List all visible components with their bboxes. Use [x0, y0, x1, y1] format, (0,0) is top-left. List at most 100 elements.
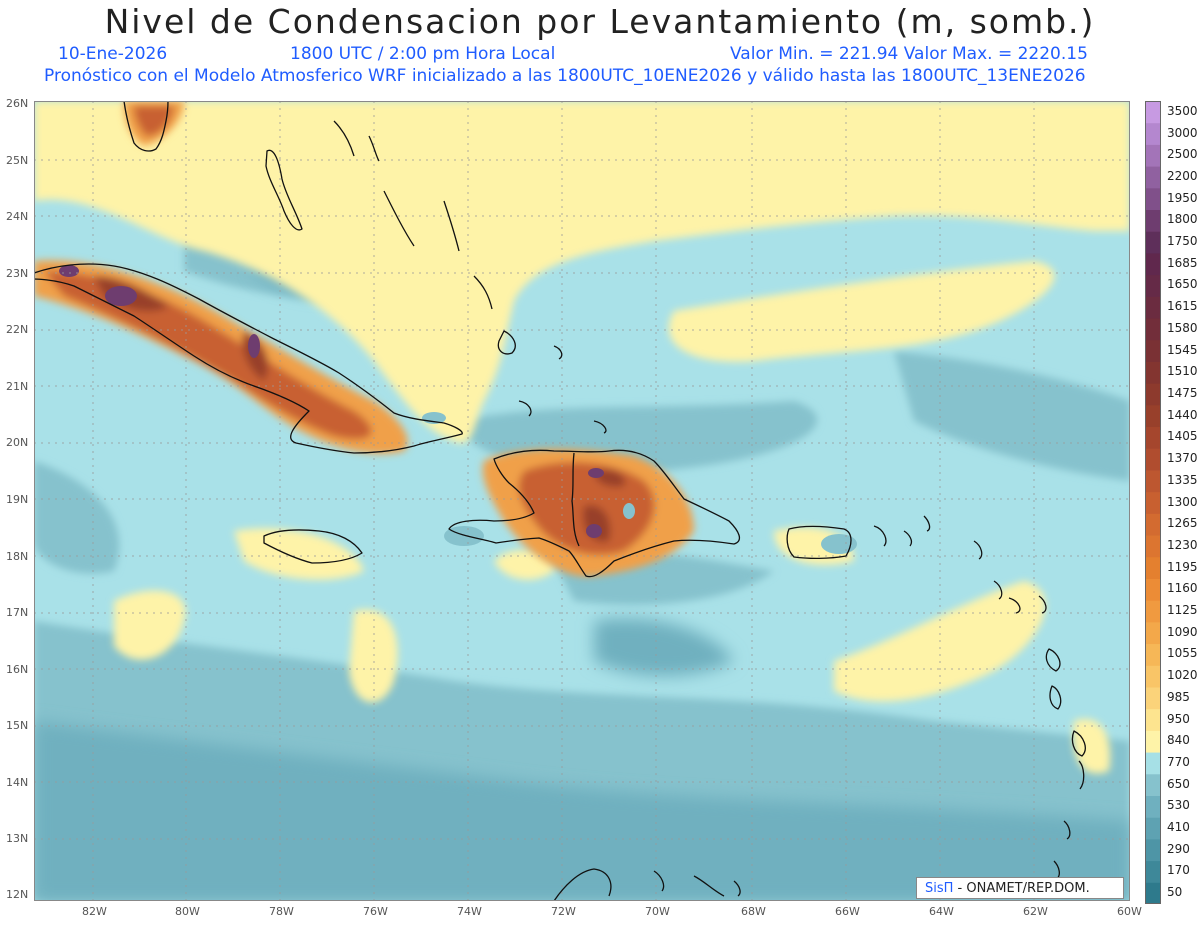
color-scale-swatch — [1145, 209, 1161, 232]
lat-label: 23N — [6, 267, 29, 280]
date-label: 10-Ene-2026 — [58, 44, 168, 64]
color-scale-label: 1055 — [1167, 646, 1198, 661]
lat-label: 20N — [6, 436, 29, 449]
lat-label: 15N — [6, 719, 29, 732]
color-scale-swatch — [1145, 144, 1161, 167]
color-scale-swatch — [1145, 665, 1161, 688]
color-scale-swatch — [1145, 860, 1161, 883]
lon-label: 80W — [175, 905, 200, 918]
high-lcl-regions — [34, 101, 694, 577]
color-scale-swatch — [1145, 122, 1161, 145]
bahamas-islands — [333, 120, 607, 434]
lat-label: 16N — [6, 663, 29, 676]
cuba-coast — [34, 263, 463, 454]
lon-label: 72W — [551, 905, 576, 918]
lat-label: 25N — [6, 154, 29, 167]
color-scale-swatch — [1145, 296, 1161, 319]
coastlines — [34, 101, 1086, 901]
color-scale-label: 170 — [1167, 863, 1190, 878]
credit-text: - ONAMET/REP.DOM. — [953, 881, 1090, 896]
lon-label: 82W — [82, 905, 107, 918]
color-scale-swatch — [1145, 578, 1161, 601]
hispaniola-coast — [448, 449, 741, 578]
graticule — [34, 101, 1130, 901]
sis-logo-text: SisΠ — [925, 881, 954, 896]
color-scale-swatch — [1145, 708, 1161, 731]
lon-label: 62W — [1023, 905, 1048, 918]
lat-label: 22N — [6, 323, 29, 336]
light-interior-spots — [422, 412, 857, 554]
lat-label: 21N — [6, 380, 29, 393]
northern-lesser-antilles — [873, 515, 1047, 614]
color-scale-swatch — [1145, 535, 1161, 558]
color-scale-label: 50 — [1167, 885, 1183, 900]
color-scale-label: 290 — [1167, 841, 1190, 856]
peak-lcl-spots — [59, 265, 604, 538]
color-scale-label: 1125 — [1167, 603, 1198, 617]
color-scale-label: 950 — [1167, 711, 1190, 726]
color-scale-swatch — [1145, 838, 1161, 862]
color-scale-swatch — [1145, 318, 1161, 341]
lon-label: 60W — [1117, 905, 1142, 918]
color-scale-swatch — [1145, 101, 1161, 124]
lat-label: 14N — [6, 776, 29, 789]
lat-label: 26N — [6, 97, 29, 110]
color-scale-swatch — [1145, 752, 1161, 775]
color-scale-swatch — [1145, 383, 1161, 406]
color-scale-swatch — [1145, 795, 1161, 818]
lat-label: 18N — [6, 550, 29, 563]
color-scale-label: 1300 — [1167, 494, 1198, 509]
color-scale-swatch — [1145, 448, 1161, 471]
color-scale-swatch — [1145, 686, 1161, 710]
color-scale-label: 1230 — [1167, 537, 1198, 552]
color-scale-label: 1950 — [1167, 190, 1198, 205]
haiti-dr-border — [571, 452, 580, 547]
color-scale-swatch — [1145, 600, 1161, 623]
lon-label: 70W — [645, 905, 670, 918]
color-scale-label: 1090 — [1167, 624, 1198, 639]
color-scale-label: 1615 — [1167, 299, 1198, 314]
color-scale-label: 1545 — [1167, 342, 1198, 357]
color-scale-label: 1265 — [1167, 516, 1198, 531]
lon-label: 66W — [835, 905, 860, 918]
color-scale-swatch — [1145, 882, 1161, 904]
color-scale-label: 1405 — [1167, 429, 1198, 444]
color-scale-swatch — [1145, 404, 1161, 428]
color-scale-swatch — [1145, 339, 1161, 362]
color-scale-swatch — [1145, 817, 1161, 840]
color-scale-label: 770 — [1167, 754, 1190, 769]
color-scale-label: 840 — [1167, 733, 1190, 748]
color-scale-label: 1580 — [1167, 320, 1198, 335]
color-scale-label: 1475 — [1167, 385, 1198, 400]
puerto-rico-coast — [786, 525, 852, 560]
lon-label: 68W — [741, 905, 766, 918]
color-scale-swatch — [1145, 274, 1161, 297]
color-scale-label: 1440 — [1167, 407, 1198, 422]
color-scale-swatch — [1145, 426, 1161, 449]
lat-label: 19N — [6, 493, 29, 506]
lat-label: 24N — [6, 210, 29, 223]
lon-label: 64W — [929, 905, 954, 918]
color-scale-swatch — [1145, 556, 1161, 579]
color-scale-bar — [1145, 101, 1161, 904]
lon-label: 78W — [269, 905, 294, 918]
color-scale-label: 1020 — [1167, 668, 1198, 683]
color-scale-label: 1800 — [1167, 212, 1198, 227]
color-scale-swatch — [1145, 361, 1161, 384]
map-title: Nivel de Condensacion por Levantamiento … — [104, 2, 1096, 41]
forecast-label: Pronóstico con el Modelo Atmosferico WRF… — [44, 66, 1086, 86]
minmax-label: Valor Min. = 221.94 Valor Max. = 2220.15 — [730, 44, 1088, 64]
florida-coast — [123, 101, 169, 152]
color-scale-label: 1750 — [1167, 234, 1198, 249]
color-scale-label: 1335 — [1167, 472, 1198, 487]
color-scale-label: 1685 — [1167, 255, 1198, 270]
color-scale-label: 3000 — [1167, 125, 1198, 140]
color-scale-label: 1195 — [1167, 559, 1198, 574]
color-scale-swatch — [1145, 252, 1161, 276]
lat-label: 12N — [6, 888, 29, 901]
lon-label: 76W — [363, 905, 388, 918]
color-scale-swatch — [1145, 621, 1161, 645]
color-scale-swatch — [1145, 513, 1161, 536]
color-scale-swatch — [1145, 469, 1161, 493]
color-scale-swatch — [1145, 231, 1161, 254]
